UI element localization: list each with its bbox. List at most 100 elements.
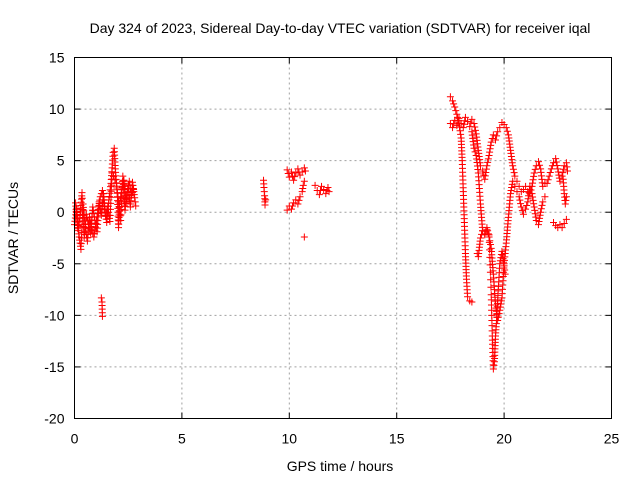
data-point [74, 225, 82, 233]
data-point [537, 208, 545, 216]
data-point [482, 169, 490, 177]
axis-ticks: 0 5 10 15 20 25 -20 -15 -10 -5 0 5 10 15 [44, 50, 619, 447]
data-point [126, 184, 134, 192]
data-point [558, 172, 566, 180]
data-point [283, 206, 291, 214]
data-point [552, 158, 560, 166]
data-point [451, 103, 459, 111]
data-point [503, 127, 511, 135]
data-point [528, 190, 536, 198]
data-point [519, 210, 527, 218]
data-point [509, 177, 517, 185]
data-point [106, 217, 114, 225]
data-point [300, 177, 308, 185]
data-point [553, 161, 561, 169]
data-point [510, 169, 518, 177]
data-point [496, 260, 504, 268]
data-point [546, 169, 554, 177]
data-point [561, 200, 569, 208]
data-point [450, 100, 458, 108]
data-point [531, 165, 539, 173]
data-point [90, 210, 98, 218]
data-point [511, 172, 519, 180]
data-point [107, 193, 115, 201]
data-point [325, 188, 333, 196]
data-point [517, 203, 525, 211]
data-point [497, 297, 505, 305]
data-point [481, 175, 489, 183]
data-point [131, 198, 139, 206]
y-tick-label: 15 [49, 50, 65, 66]
data-point [479, 167, 487, 175]
data-point [486, 268, 494, 276]
data-point [560, 220, 568, 228]
data-point [456, 127, 464, 135]
data-point [558, 224, 566, 232]
data-point [501, 266, 509, 274]
plot-frame [74, 57, 612, 419]
chart-title: Day 324 of 2023, Sidereal Day-to-day VTE… [90, 20, 591, 36]
data-point [457, 120, 465, 128]
data-point [290, 176, 298, 184]
data-point [486, 253, 494, 261]
data-point [487, 276, 495, 284]
data-point [483, 226, 491, 234]
data-point [471, 123, 479, 131]
data-point [74, 221, 82, 229]
data-point [106, 205, 114, 213]
data-point [324, 183, 332, 191]
data-point [111, 176, 119, 184]
data-point [471, 148, 479, 156]
data-point [468, 115, 476, 123]
data-point [511, 182, 519, 190]
data-point [485, 151, 493, 159]
data-point [97, 294, 105, 302]
data-point [532, 213, 540, 221]
data-point [493, 132, 501, 140]
data-point [294, 165, 302, 173]
data-point [454, 118, 462, 126]
data-point [132, 202, 140, 210]
grid-lines [74, 57, 612, 419]
data-point [316, 187, 324, 195]
data-point [128, 189, 136, 197]
data-point [446, 93, 454, 101]
data-point [488, 134, 496, 142]
data-point [451, 116, 459, 124]
data-point [125, 177, 133, 185]
data-point [130, 186, 138, 194]
data-point [530, 200, 538, 208]
data-point [95, 198, 103, 206]
data-point [509, 162, 517, 170]
data-point [522, 205, 530, 213]
data-point [89, 206, 97, 214]
data-point [531, 210, 539, 218]
data-point [107, 187, 115, 195]
data-point [283, 166, 291, 174]
data-point [530, 169, 538, 177]
data-point [300, 233, 308, 241]
data-point [513, 188, 521, 196]
data-point [459, 124, 467, 132]
data-point [515, 193, 523, 201]
data-point [298, 188, 306, 196]
data-point [507, 187, 515, 195]
data-point [457, 130, 465, 138]
data-point [287, 205, 295, 213]
data-point [82, 210, 90, 218]
data-point [500, 262, 508, 270]
data-point [489, 131, 497, 139]
data-point [301, 167, 309, 175]
data-point [523, 202, 531, 210]
data-point [498, 247, 506, 255]
y-tick-label: 10 [49, 101, 65, 117]
data-point [547, 165, 555, 173]
data-point [489, 365, 497, 373]
data-point [446, 120, 454, 128]
data-point [486, 148, 494, 156]
data-point [481, 172, 489, 180]
y-axis-label: SDTVAR / TECUs [5, 182, 21, 294]
data-point [90, 233, 98, 241]
data-point [500, 258, 508, 266]
